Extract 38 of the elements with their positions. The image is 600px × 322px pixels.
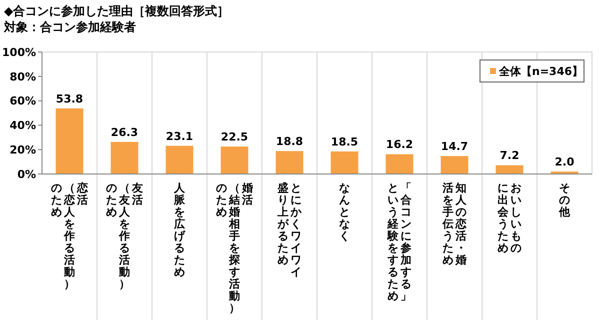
bar bbox=[276, 151, 304, 174]
y-tick-label: 40% bbox=[10, 119, 36, 132]
data-label: 53.8 bbox=[56, 92, 84, 106]
data-label: 16.2 bbox=[386, 138, 414, 152]
chart-title: ◆合コンに参加した理由［複数回答形式］ bbox=[4, 4, 230, 18]
bar bbox=[220, 146, 248, 174]
data-label: 23.1 bbox=[166, 130, 194, 143]
legend-label: 全体【n=346】 bbox=[498, 64, 584, 78]
chart-subtitle: 対象：合コン参加経験者 bbox=[3, 20, 136, 34]
data-label: 2.0 bbox=[554, 156, 575, 169]
y-tick-label: 0% bbox=[17, 168, 36, 181]
data-label: 18.5 bbox=[330, 135, 358, 148]
data-label: 22.5 bbox=[220, 130, 248, 144]
x-tick-label: なんとなく bbox=[339, 182, 351, 243]
x-tick-label: 知人の恋活・婚活を手伝うため bbox=[442, 182, 468, 267]
data-label: 18.8 bbox=[276, 135, 304, 148]
x-tick-label: 人脈を広げるため bbox=[173, 182, 186, 279]
y-tick-label: 80% bbox=[10, 70, 36, 84]
bar bbox=[110, 142, 138, 174]
data-label: 26.3 bbox=[110, 126, 138, 139]
x-tick-label: とにかくワイワイ盛り上がるため bbox=[276, 182, 302, 279]
bar bbox=[166, 146, 194, 174]
y-tick-label: 60% bbox=[10, 94, 36, 108]
bar bbox=[386, 154, 414, 174]
bar bbox=[330, 151, 358, 174]
data-label: 14.7 bbox=[440, 140, 468, 154]
bar bbox=[440, 156, 468, 174]
x-tick-label: 恋活（恋人を作る活動）のため bbox=[51, 182, 89, 291]
bar bbox=[496, 165, 524, 174]
x-tick-label: その他 bbox=[558, 182, 571, 219]
y-tick-label: 20% bbox=[10, 143, 36, 156]
x-tick-label: 友活（友人を作る活動）のため bbox=[106, 182, 144, 291]
data-label: 7.2 bbox=[500, 149, 520, 162]
bar bbox=[56, 108, 84, 174]
x-tick-label: おいしいものに出会うため bbox=[496, 182, 522, 255]
x-tick-label: 「合コンに参加する」という経験をするため bbox=[386, 182, 412, 303]
y-tick-label: 100% bbox=[2, 46, 36, 59]
x-tick-label: 婚活（結婚相手を探す活動）のため bbox=[216, 182, 254, 315]
